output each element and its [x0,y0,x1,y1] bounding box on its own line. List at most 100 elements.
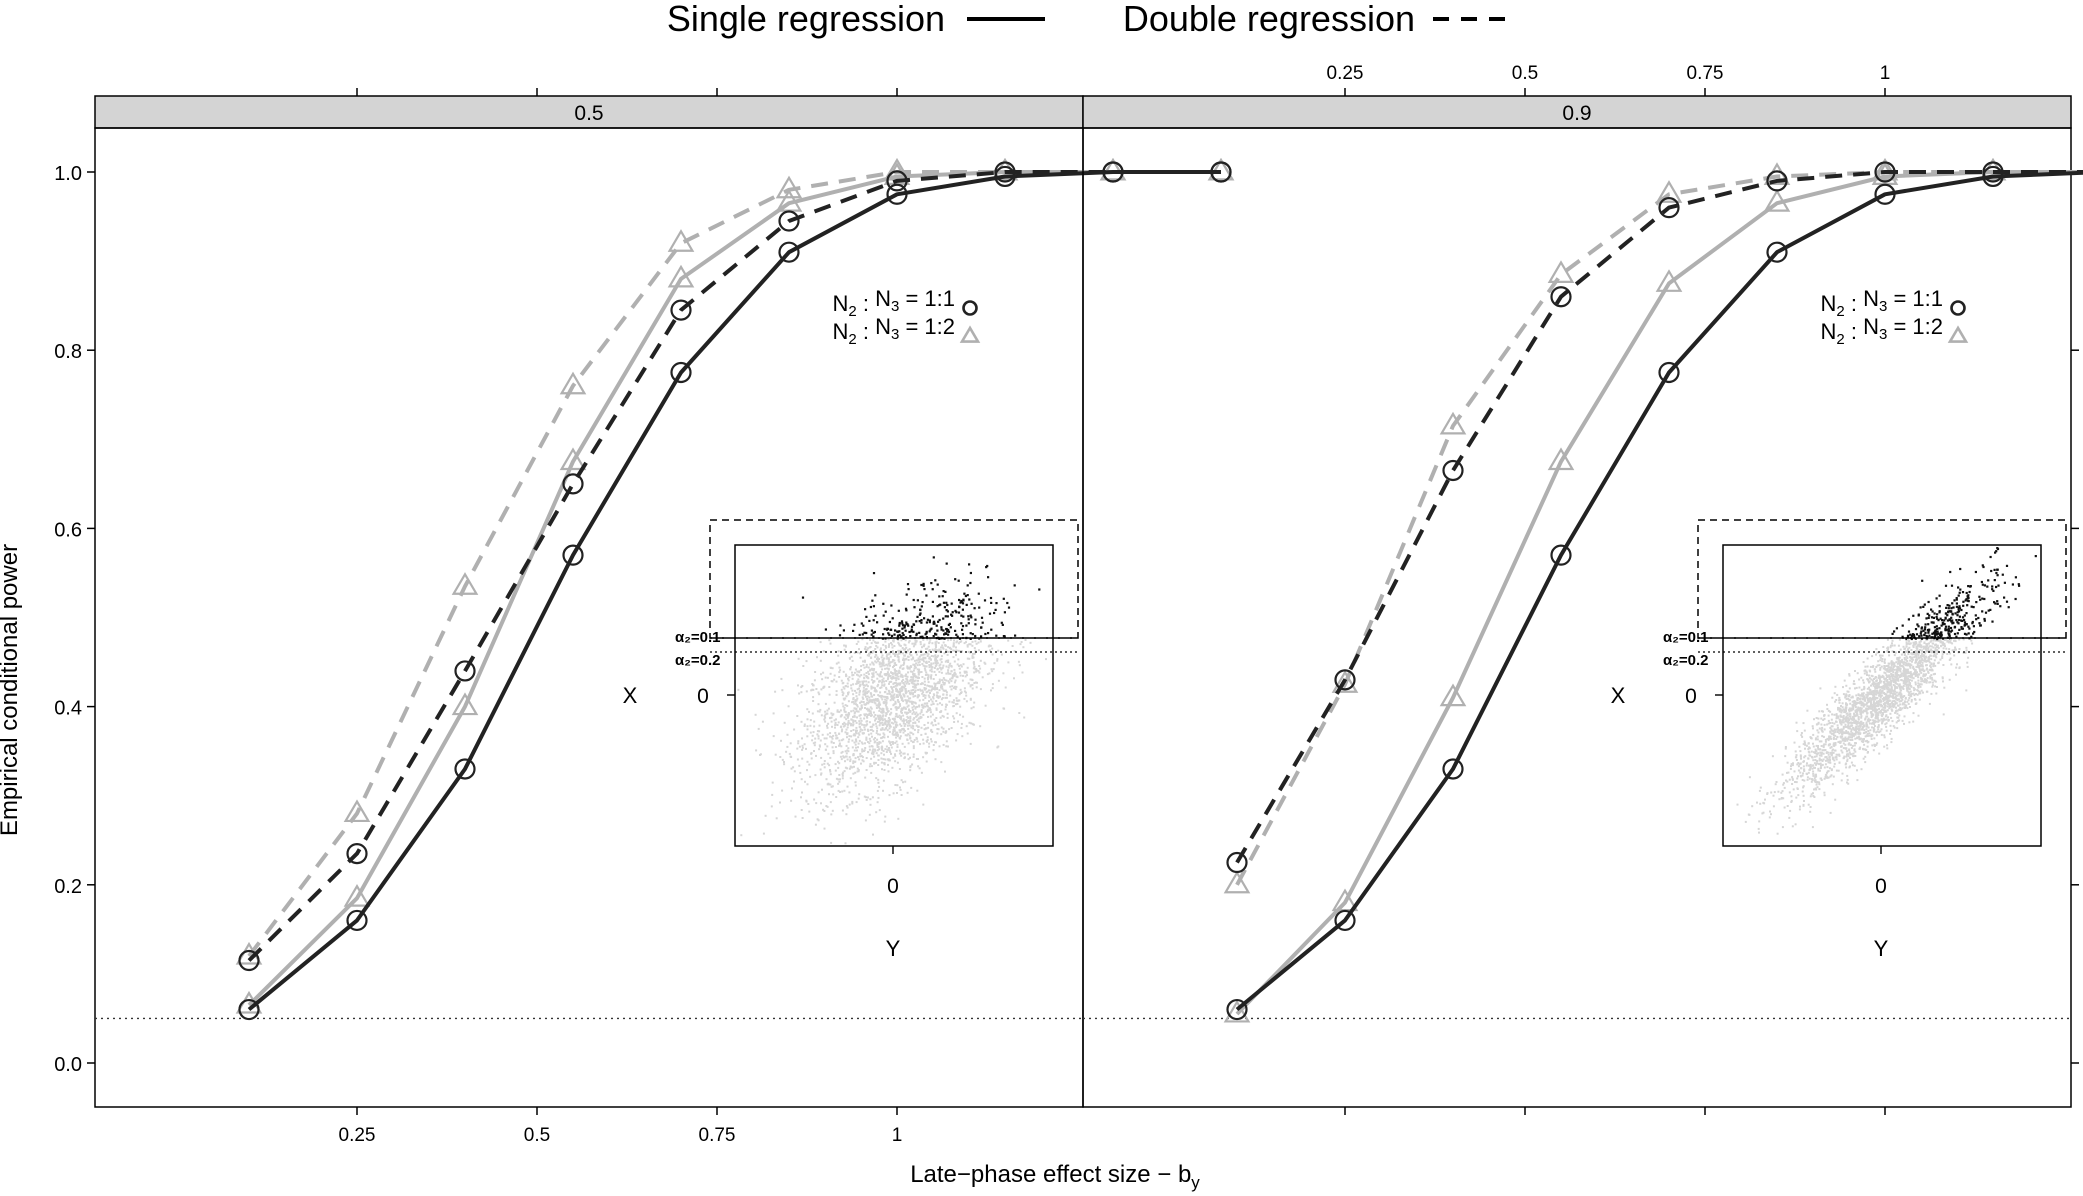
inset-point [861,706,863,709]
inset-point [872,669,875,672]
inset-point [801,791,803,794]
inset-point [954,673,957,676]
inset-point [934,673,937,676]
inset-point [1857,729,1860,732]
inset-point [855,707,858,710]
inset-point [1803,768,1806,771]
inset-point [943,652,946,655]
inset-point [1812,759,1815,762]
inset-point [852,724,854,727]
inset-point [886,673,889,675]
inset-point [1960,608,1963,612]
inset-point [940,726,943,729]
inset-point [912,711,915,714]
inset-point [1836,735,1839,738]
inset-point [846,682,849,685]
inset-point [894,754,897,757]
inset-point [856,749,858,752]
inset-point [826,712,829,715]
inset-point [1871,713,1874,716]
inset-point [873,699,876,702]
inset-point [893,696,896,699]
inset-point [1857,716,1860,718]
inset-point [1961,619,1964,622]
inset-point [1846,778,1849,781]
inset-point [879,741,882,744]
inset-point [1962,600,1965,603]
inset-point [921,682,924,685]
inset-point [951,611,954,614]
inset-point [843,648,846,651]
inset-point [1898,714,1901,717]
inset-point [890,694,893,697]
inset-point [1883,678,1886,681]
inset-point [842,705,845,708]
inset-point [885,663,888,666]
inset-point [874,641,877,644]
inset-point [884,667,887,670]
inset-point [1783,786,1786,789]
inset-point [898,737,901,740]
inset-point [1972,625,1975,628]
inset-point [1862,692,1865,695]
inset-point [912,598,915,602]
inset-point [888,747,890,749]
inset-point [881,654,884,657]
inset-point [1837,706,1839,709]
inset-point [1885,677,1887,680]
inset-point [902,714,905,717]
inset-point [860,622,863,625]
inset-point [936,605,939,608]
inset-point [1925,648,1927,651]
inset-point [845,728,848,731]
inset-point [932,702,935,705]
inset-point [1923,660,1926,663]
inset-point [1866,751,1869,754]
inset-point [899,652,902,655]
inset-point [1945,612,1948,615]
inset-point [831,667,834,670]
inset-point [851,689,854,692]
inset-point [917,688,920,691]
inset-point [894,684,897,687]
inset-point [928,666,931,669]
inset-point [1863,738,1865,740]
inset-point [890,708,893,711]
inset-point [877,764,880,766]
inset-point [979,638,982,641]
inset-point [1890,729,1892,732]
inset-point [1835,716,1838,719]
inset-point [861,680,864,683]
inset-point [917,725,920,728]
inset-point [1888,699,1891,702]
inset-point [871,701,874,704]
inset-point [908,709,910,712]
inset-point [953,685,956,688]
inset-point [1925,644,1928,647]
inset-point [1892,675,1894,678]
inset-point [820,688,823,691]
inset-point [860,755,863,757]
inset-point [873,694,876,696]
inset-point [1831,721,1834,724]
inset-point [855,691,858,694]
inset-point [909,710,912,713]
inset-point [1899,703,1902,706]
inset-point [930,665,933,668]
inset-point [1813,718,1815,721]
inset-point [912,645,915,648]
inset-point [1905,704,1908,707]
inset-point [1877,705,1880,708]
inset-point [1943,686,1946,689]
inset-point [891,689,894,692]
inset-point [783,763,786,766]
inset-point [1936,646,1938,648]
inset-point [1862,693,1865,696]
inset-point [1850,753,1853,756]
series-double-1-1 [238,161,1232,972]
inset-point [870,714,872,717]
inset-point [845,674,848,677]
inset-point [812,696,815,699]
inset-point [884,719,887,722]
